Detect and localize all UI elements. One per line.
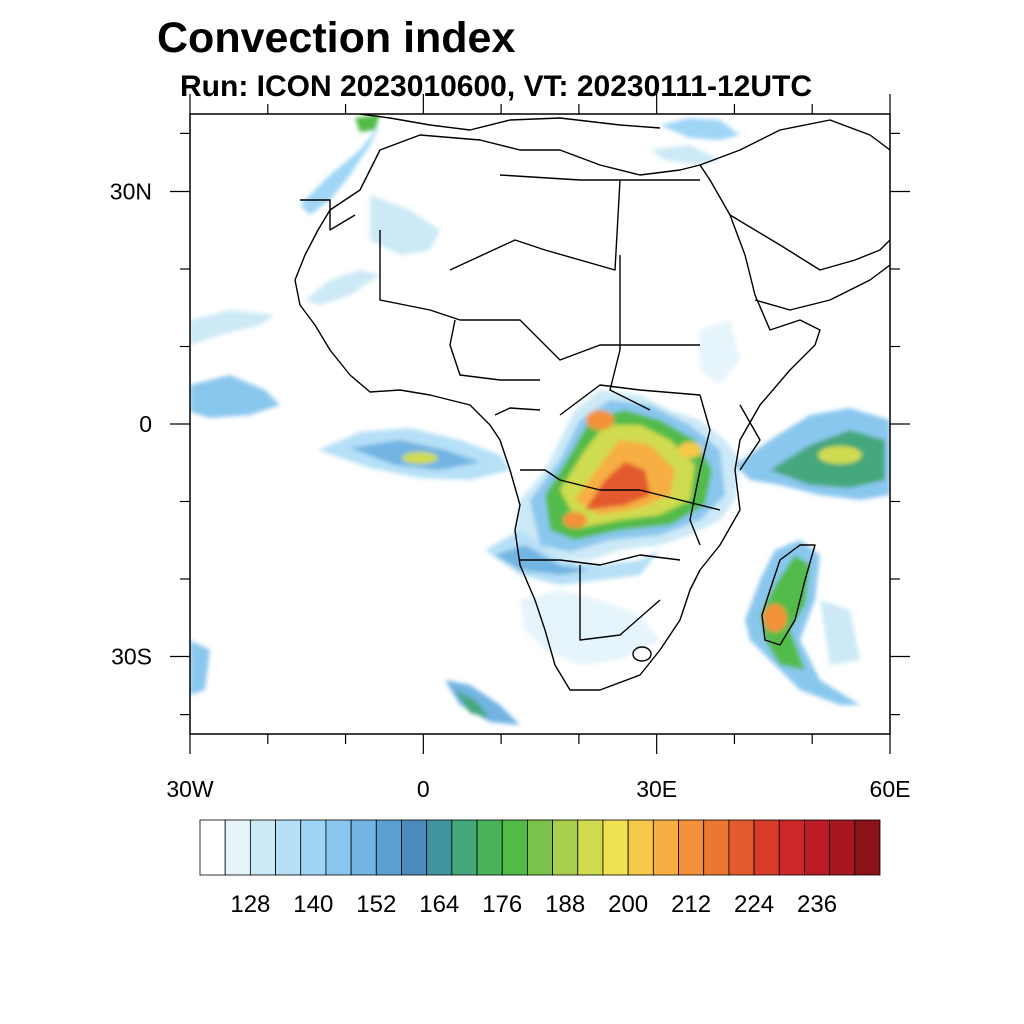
colorbar-swatch xyxy=(602,819,629,876)
border-angola-south xyxy=(520,554,681,566)
madagascar-coastline xyxy=(761,544,816,646)
colorbar: 128 140 152 164 176 188 200 212 224 236 xyxy=(199,819,881,918)
field-region-southwest-streak xyxy=(445,680,520,725)
field-region-madagascar-band xyxy=(745,540,860,705)
map-subtitle: Run: ICON 2023010600, VT: 20230111-12UTC xyxy=(180,70,813,103)
convection-field xyxy=(190,114,890,725)
colorbar-swatch xyxy=(401,819,428,876)
field-region-mauritania xyxy=(305,270,380,305)
border-central xyxy=(559,384,701,416)
x-tick-label: 30W xyxy=(166,776,214,802)
field-region-central-red xyxy=(585,462,650,510)
colorbar-swatch xyxy=(652,819,679,876)
colorbar-label: 200 xyxy=(608,891,648,918)
field-core-3 xyxy=(563,512,587,528)
coastlines-and-borders xyxy=(294,114,890,691)
africa-coastline xyxy=(294,134,821,691)
colorbar-swatch xyxy=(854,819,881,876)
colorbar-swatch xyxy=(325,819,352,876)
border-sudan xyxy=(609,255,651,411)
field-region-northwest xyxy=(300,125,380,215)
colorbar-swatch xyxy=(350,819,377,876)
colorbar-label: 152 xyxy=(356,891,396,918)
field-region-iberia xyxy=(355,114,380,132)
colorbar-label: 128 xyxy=(230,891,270,918)
border-western-sahara xyxy=(300,199,356,231)
border-sahara xyxy=(449,179,621,271)
field-region-southwest-streak-core xyxy=(455,690,490,718)
colorbar-swatch xyxy=(804,819,831,876)
colorbar-swatch xyxy=(375,819,402,876)
colorbar-swatch xyxy=(300,819,327,876)
arabia-coast-east xyxy=(729,214,890,271)
colorbar-swatch xyxy=(476,819,503,876)
mideast-coast-north xyxy=(699,119,890,166)
field-region-indian-south xyxy=(820,600,860,665)
border-east-lakes xyxy=(689,394,711,546)
colorbar-swatch xyxy=(829,819,856,876)
lesotho-border xyxy=(632,646,652,662)
colorbar-swatch xyxy=(527,819,553,876)
field-region-atlantic-north xyxy=(190,310,275,345)
border-libya xyxy=(499,174,700,181)
field-region-south-band xyxy=(485,530,660,585)
colorbar-label: 164 xyxy=(419,891,459,918)
border-west-africa xyxy=(449,319,540,381)
border-botswana xyxy=(579,565,661,641)
border-sahel xyxy=(379,230,700,361)
colorbar-swatch xyxy=(577,819,604,876)
colorbar-label: 140 xyxy=(293,891,333,918)
field-madagascar-core xyxy=(763,604,787,632)
field-core-1 xyxy=(586,410,614,430)
field-region-mediterranean xyxy=(660,118,740,140)
border-drc-south xyxy=(520,469,721,511)
colorbar-swatch xyxy=(451,819,478,876)
colorbar-label: 176 xyxy=(482,891,522,918)
field-region-horn xyxy=(700,320,740,385)
colorbar-swatch xyxy=(678,819,705,876)
x-tick-label: 60E xyxy=(870,776,911,802)
x-tick-label: 0 xyxy=(417,776,430,802)
border-cameroon xyxy=(494,407,541,416)
colorbar-swatch xyxy=(224,819,251,876)
colorbar-swatch xyxy=(627,819,654,876)
field-region-sahara-west xyxy=(370,195,440,255)
field-indian-core xyxy=(818,446,862,464)
colorbar-swatch xyxy=(552,819,579,876)
border-kenya xyxy=(739,404,761,471)
y-tick-label: 30N xyxy=(110,179,152,205)
field-region-mediterranean-south xyxy=(650,145,720,165)
colorbar-swatch xyxy=(199,819,226,876)
axis-ticks: 30W 0 30E 60E 30N 0 30S xyxy=(110,94,911,802)
colorbar-swatch xyxy=(426,819,453,876)
y-tick-label: 30S xyxy=(111,644,152,670)
colorbar-swatch xyxy=(703,819,730,876)
colorbar-swatch xyxy=(275,819,302,876)
y-tick-label: 0 xyxy=(139,411,152,437)
field-region-far-southwest xyxy=(190,640,210,695)
field-region-south-africa xyxy=(520,590,660,665)
field-region-atlantic-west xyxy=(190,375,280,418)
colorbar-swatch xyxy=(501,819,528,876)
x-tick-label: 30E xyxy=(636,776,677,802)
colorbar-label: 188 xyxy=(545,891,585,918)
colorbar-swatch xyxy=(249,819,276,876)
colorbar-swatch xyxy=(778,819,805,876)
colorbar-label: 236 xyxy=(797,891,837,918)
field-guinea-core xyxy=(402,452,438,464)
colorbar-label: 212 xyxy=(671,891,711,918)
map-title: Convection index xyxy=(157,14,516,62)
field-core-2 xyxy=(678,442,702,458)
colorbar-label: 224 xyxy=(734,891,774,918)
mediterranean-north-coast xyxy=(359,114,661,131)
colorbar-swatch xyxy=(753,819,780,876)
colorbar-swatch xyxy=(728,819,755,876)
arabia-coast-south xyxy=(754,264,890,311)
